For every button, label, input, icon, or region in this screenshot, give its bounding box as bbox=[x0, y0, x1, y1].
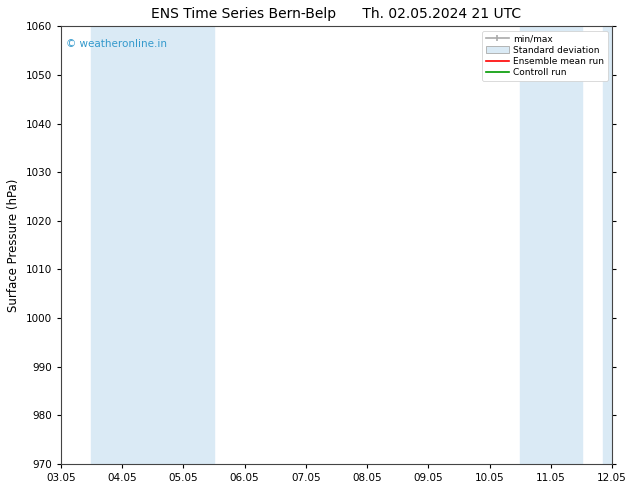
Y-axis label: Surface Pressure (hPa): Surface Pressure (hPa) bbox=[7, 178, 20, 312]
Bar bbox=[603, 26, 634, 464]
Title: ENS Time Series Bern-Belp      Th. 02.05.2024 21 UTC: ENS Time Series Bern-Belp Th. 02.05.2024… bbox=[152, 7, 522, 21]
Bar bbox=[521, 26, 581, 464]
Text: © weatheronline.in: © weatheronline.in bbox=[67, 39, 167, 49]
Bar bbox=[91, 26, 153, 464]
Legend: min/max, Standard deviation, Ensemble mean run, Controll run: min/max, Standard deviation, Ensemble me… bbox=[482, 31, 607, 81]
Bar bbox=[153, 26, 214, 464]
